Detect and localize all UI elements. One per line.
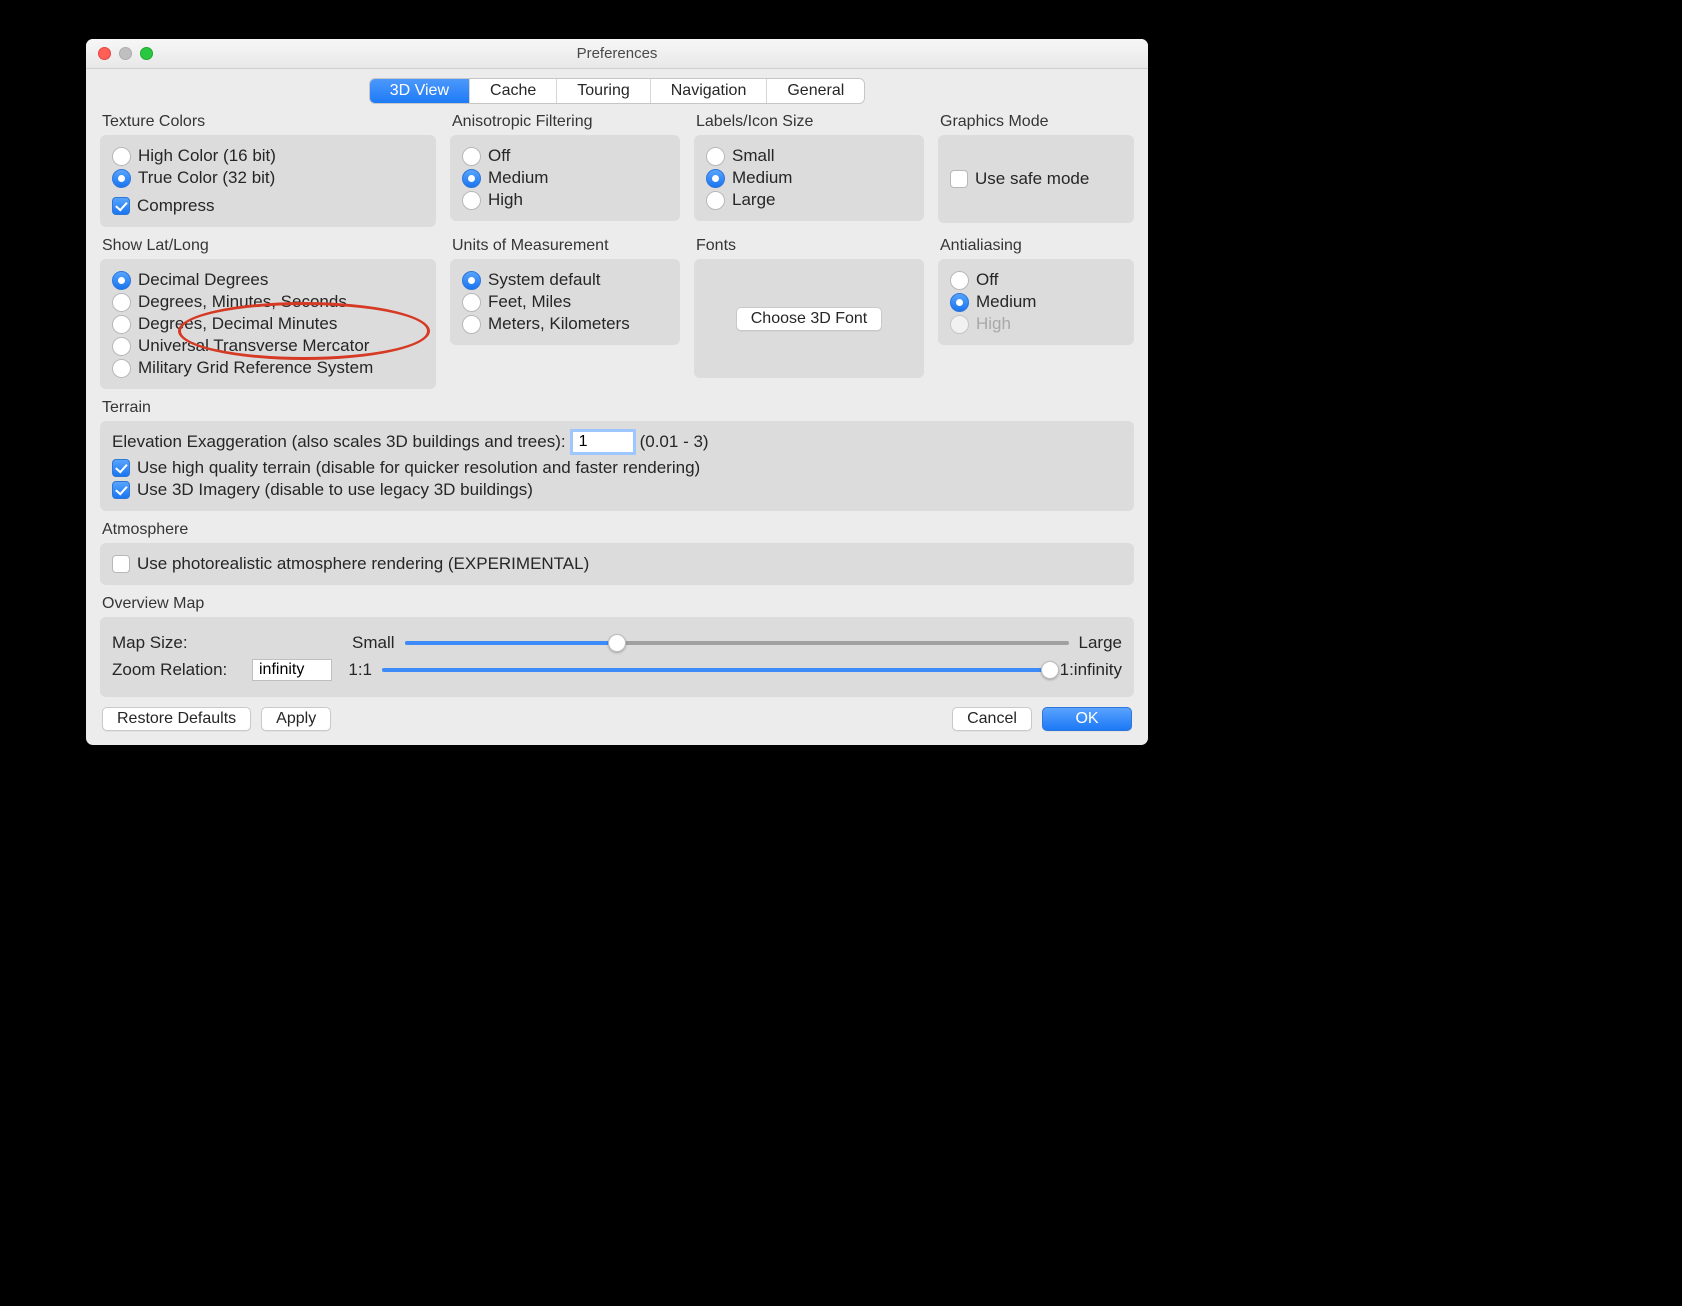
show-lat-long-option-label: Military Grid Reference System [138, 358, 373, 378]
tab-bar: 3D ViewCacheTouringNavigationGeneral [100, 79, 1134, 103]
map-size-max-label: Large [1079, 633, 1122, 653]
high-quality-terrain-label: Use high quality terrain (disable for qu… [137, 458, 700, 478]
elevation-exaggeration-input[interactable] [572, 431, 634, 453]
use-3d-imagery-label: Use 3D Imagery (disable to use legacy 3D… [137, 480, 533, 500]
texture-colors-title: Texture Colors [100, 113, 436, 131]
compress-checkbox[interactable] [112, 197, 130, 215]
apply-button[interactable]: Apply [261, 707, 331, 731]
units-radio-2[interactable] [462, 315, 481, 334]
show-lat-long-radio-4[interactable] [112, 359, 131, 378]
photorealistic-atmosphere-label: Use photorealistic atmosphere rendering … [137, 554, 589, 574]
high-quality-terrain-checkbox[interactable] [112, 459, 130, 477]
elevation-exaggeration-label: Elevation Exaggeration (also scales 3D b… [112, 432, 566, 452]
zoom-min-label: 1:1 [342, 660, 372, 680]
anisotropic-radio-1[interactable] [462, 169, 481, 188]
overview-map-title: Overview Map [100, 595, 1134, 613]
zoom-relation-label: Zoom Relation: [112, 660, 242, 680]
labels-icon-title: Labels/Icon Size [694, 113, 924, 131]
titlebar: Preferences [86, 39, 1148, 69]
texture-colors-option-label: True Color (32 bit) [138, 168, 275, 188]
labels-icon-option-label: Small [732, 146, 775, 166]
show-lat-long-option-label: Degrees, Minutes, Seconds [138, 292, 347, 312]
units-option-label: Meters, Kilometers [488, 314, 630, 334]
show-lat-long-option-label: Universal Transverse Mercator [138, 336, 369, 356]
anisotropic-option-label: Off [488, 146, 510, 166]
texture-colors-option-label: High Color (16 bit) [138, 146, 276, 166]
anisotropic-radio-2[interactable] [462, 191, 481, 210]
anisotropic-option-label: Medium [488, 168, 548, 188]
restore-defaults-button[interactable]: Restore Defaults [102, 707, 251, 731]
map-size-label: Map Size: [112, 633, 242, 653]
antialiasing-option-label: High [976, 314, 1011, 334]
antialiasing-option-label: Off [976, 270, 998, 290]
units-option-label: Feet, Miles [488, 292, 571, 312]
tab-3d-view[interactable]: 3D View [370, 79, 470, 103]
show-lat-long-radio-2[interactable] [112, 315, 131, 334]
tab-cache[interactable]: Cache [470, 79, 557, 103]
zoom-max-label: 1:infinity [1060, 660, 1122, 680]
anisotropic-radio-0[interactable] [462, 147, 481, 166]
units-title: Units of Measurement [450, 237, 680, 255]
show-lat-long-radio-3[interactable] [112, 337, 131, 356]
map-size-min-label: Small [352, 633, 395, 653]
labels-icon-radio-1[interactable] [706, 169, 725, 188]
labels-icon-option-label: Large [732, 190, 775, 210]
labels-icon-radio-2[interactable] [706, 191, 725, 210]
tab-general[interactable]: General [767, 79, 864, 103]
labels-icon-option-label: Medium [732, 168, 792, 188]
fonts-title: Fonts [694, 237, 924, 255]
show-lat-long-radio-0[interactable] [112, 271, 131, 290]
atmosphere-title: Atmosphere [100, 521, 1134, 539]
map-size-slider[interactable] [405, 641, 1069, 645]
zoom-relation-slider[interactable] [382, 668, 1050, 672]
units-option-label: System default [488, 270, 600, 290]
anisotropic-title: Anisotropic Filtering [450, 113, 680, 131]
zoom-relation-input[interactable] [252, 659, 332, 681]
labels-icon-radio-0[interactable] [706, 147, 725, 166]
ok-button[interactable]: OK [1042, 707, 1132, 731]
choose-3d-font-button[interactable]: Choose 3D Font [736, 307, 883, 331]
graphics-mode-title: Graphics Mode [938, 113, 1134, 131]
antialiasing-radio-0[interactable] [950, 271, 969, 290]
compress-label: Compress [137, 196, 214, 216]
show-lat-long-radio-1[interactable] [112, 293, 131, 312]
anisotropic-option-label: High [488, 190, 523, 210]
elevation-exaggeration-range: (0.01 - 3) [640, 432, 709, 452]
terrain-title: Terrain [100, 399, 1134, 417]
use-3d-imagery-checkbox[interactable] [112, 481, 130, 499]
photorealistic-atmosphere-checkbox[interactable] [112, 555, 130, 573]
cancel-button[interactable]: Cancel [952, 707, 1032, 731]
antialiasing-radio-2[interactable] [950, 315, 969, 334]
antialiasing-option-label: Medium [976, 292, 1036, 312]
use-safe-mode-label: Use safe mode [975, 169, 1089, 189]
show-lat-long-title: Show Lat/Long [100, 237, 436, 255]
texture-colors-radio-1[interactable] [112, 169, 131, 188]
window-title: Preferences [86, 45, 1148, 62]
tab-navigation[interactable]: Navigation [651, 79, 768, 103]
units-radio-0[interactable] [462, 271, 481, 290]
show-lat-long-option-label: Degrees, Decimal Minutes [138, 314, 337, 334]
use-safe-mode-checkbox[interactable] [950, 170, 968, 188]
units-radio-1[interactable] [462, 293, 481, 312]
show-lat-long-option-label: Decimal Degrees [138, 270, 268, 290]
antialiasing-title: Antialiasing [938, 237, 1134, 255]
texture-colors-radio-0[interactable] [112, 147, 131, 166]
tab-touring[interactable]: Touring [557, 79, 650, 103]
preferences-window: Preferences 3D ViewCacheTouringNavigatio… [86, 39, 1148, 745]
antialiasing-radio-1[interactable] [950, 293, 969, 312]
